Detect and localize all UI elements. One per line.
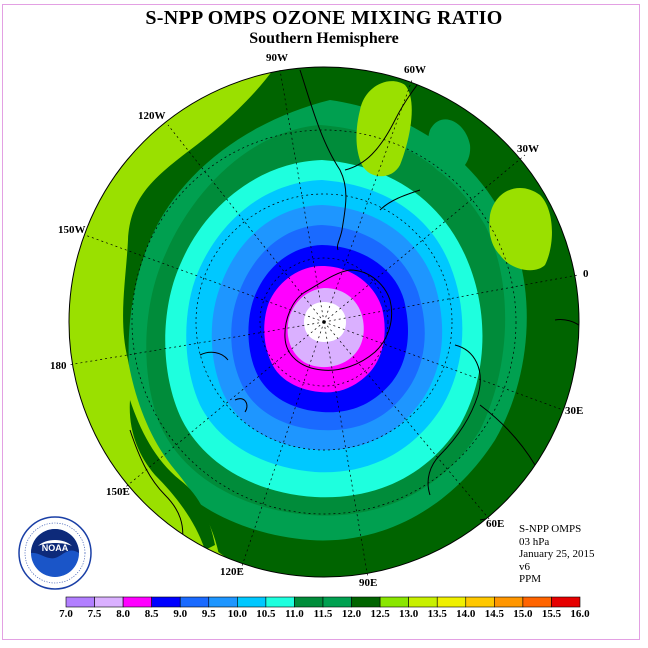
- colorbar-cell: [151, 596, 181, 608]
- noaa-logo: NOAA: [18, 516, 92, 590]
- high-ozone-patch-30w: [489, 187, 552, 271]
- colorbar-tick-label: 8.0: [116, 608, 130, 620]
- high-ozone-patch-60w: [356, 81, 412, 177]
- lon-label-0: 0: [583, 268, 589, 280]
- colorbar-tick-label: 15.5: [541, 608, 562, 620]
- high-ozone-band-pacific: [69, 67, 280, 577]
- colorbar-tick-label: 10.5: [256, 608, 276, 620]
- lon-label-90w: 90W: [266, 52, 288, 64]
- product-version: v6: [519, 560, 530, 573]
- colorbar-cell: [322, 596, 352, 608]
- colorbar-tick-label: 14.5: [484, 608, 504, 620]
- map-subtitle: Southern Hemisphere: [249, 30, 399, 47]
- colorbar-tick-label: 16.0: [570, 608, 590, 620]
- colorbar-tick-label: 11.5: [313, 608, 333, 620]
- colorbar-tick-label: 9.0: [173, 608, 188, 620]
- colorbar-cell: [494, 596, 524, 608]
- lon-label-90e: 90E: [359, 577, 378, 589]
- colorbar-tick-label: 12.0: [341, 608, 362, 620]
- lon-label-120w: 120W: [138, 110, 166, 122]
- colorbar-tick-label: 8.5: [144, 608, 159, 620]
- colorbar-cell: [94, 596, 124, 608]
- colorbar-tick-label: 9.5: [201, 608, 216, 620]
- colorbar-cell: [465, 596, 495, 608]
- colorbar-cell: [65, 596, 95, 608]
- colorbar-cell: [265, 596, 295, 608]
- colorbar-tick-label: 10.0: [227, 608, 247, 620]
- product-info: S-NPP OMPS 03 hPa January 25, 2015 v6 PP…: [519, 523, 594, 586]
- colorbar-tick-label: 13.5: [427, 608, 447, 620]
- contour-patch-south-atlantic: [427, 119, 471, 175]
- colorbar-tick-label: 7.5: [87, 608, 102, 620]
- lon-label-150e: 150E: [106, 486, 130, 498]
- colorbar-cell: [208, 596, 238, 608]
- graticule: [67, 69, 579, 579]
- colorbar-cell: [122, 596, 152, 608]
- colorbar-tick-label: 14.0: [456, 608, 476, 620]
- colorbar-cell: [408, 596, 438, 608]
- colorbar-tick-label: 15.0: [513, 608, 533, 620]
- colorbar-cell: [179, 596, 210, 608]
- instrument-name: S-NPP OMPS: [519, 523, 582, 535]
- map-title: S-NPP OMPS OZONE MIXING RATIO: [145, 7, 503, 29]
- lon-label-30e: 30E: [565, 405, 584, 417]
- colorbar-cell: [294, 596, 324, 608]
- figure-frame: [2, 4, 640, 640]
- colorbar-tick-label: 13.0: [399, 608, 419, 620]
- colorbar-cell: [379, 596, 409, 608]
- observation-date: January 25, 2015: [519, 548, 595, 560]
- units: PPM: [519, 573, 542, 585]
- lon-label-150w: 150W: [58, 224, 86, 236]
- colorbar-cell: [551, 596, 581, 608]
- contour-edge-australia: [129, 400, 215, 550]
- colorbar-cell: [436, 596, 467, 608]
- map-boundary: [68, 66, 580, 578]
- noaa-logo-text: NOAA: [42, 543, 69, 553]
- lon-label-120e: 120E: [220, 566, 244, 578]
- colorbar-cell: [237, 596, 267, 608]
- colorbar-cell: [522, 596, 552, 608]
- lon-label-60w: 60W: [404, 64, 426, 76]
- lon-label-180: 180: [50, 360, 67, 372]
- colorbar-tick-label: 11.0: [285, 608, 304, 620]
- colorbar-cell: [351, 596, 381, 608]
- pressure-level: 03 hPa: [519, 535, 550, 548]
- colorbar-tick-label: 12.5: [370, 608, 390, 620]
- lon-label-30w: 30W: [517, 143, 539, 155]
- lon-label-60e: 60E: [486, 518, 505, 530]
- colorbar-tick-label: 7.0: [59, 608, 73, 620]
